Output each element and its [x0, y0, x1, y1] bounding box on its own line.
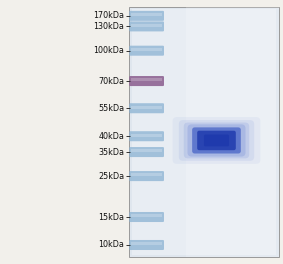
Text: 10kDa: 10kDa: [99, 241, 125, 249]
FancyBboxPatch shape: [129, 131, 164, 141]
Bar: [186, 7, 279, 257]
FancyBboxPatch shape: [129, 103, 164, 113]
FancyBboxPatch shape: [192, 128, 241, 153]
FancyBboxPatch shape: [129, 76, 164, 86]
FancyBboxPatch shape: [184, 122, 249, 158]
FancyBboxPatch shape: [179, 120, 254, 161]
Bar: [131, 149, 162, 153]
FancyBboxPatch shape: [129, 171, 164, 181]
Bar: [131, 173, 162, 176]
Bar: [131, 106, 162, 109]
Text: 35kDa: 35kDa: [98, 148, 125, 157]
Text: 170kDa: 170kDa: [93, 11, 125, 20]
FancyBboxPatch shape: [173, 117, 260, 164]
FancyBboxPatch shape: [129, 21, 164, 31]
FancyBboxPatch shape: [129, 11, 164, 21]
FancyBboxPatch shape: [187, 124, 245, 157]
Text: 70kDa: 70kDa: [98, 77, 125, 86]
FancyBboxPatch shape: [129, 240, 164, 250]
Bar: [131, 78, 162, 81]
Bar: [131, 13, 162, 16]
Bar: [131, 134, 162, 137]
Bar: [129, 7, 279, 257]
FancyBboxPatch shape: [197, 131, 236, 150]
Text: 40kDa: 40kDa: [99, 132, 125, 141]
Bar: [131, 242, 162, 246]
Text: 25kDa: 25kDa: [98, 172, 125, 181]
Bar: [132, 9, 276, 255]
Bar: [131, 214, 162, 218]
Text: 100kDa: 100kDa: [94, 46, 125, 55]
FancyBboxPatch shape: [129, 46, 164, 56]
Text: 130kDa: 130kDa: [94, 22, 125, 31]
FancyBboxPatch shape: [129, 212, 164, 222]
Bar: [131, 48, 162, 51]
Text: 55kDa: 55kDa: [98, 104, 125, 113]
FancyBboxPatch shape: [204, 135, 229, 146]
Text: 15kDa: 15kDa: [98, 213, 125, 221]
FancyBboxPatch shape: [129, 147, 164, 157]
Bar: [131, 24, 162, 27]
